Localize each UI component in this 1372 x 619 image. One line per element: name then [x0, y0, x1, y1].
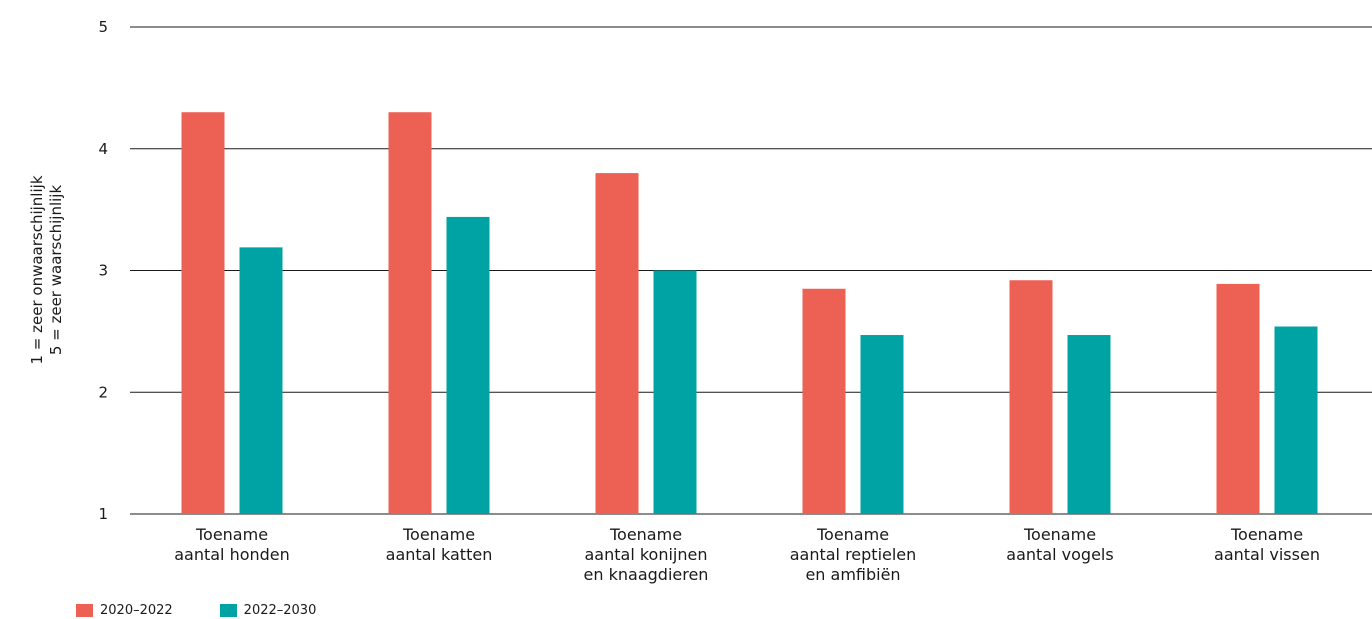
legend-item-series-2: 2022–2030: [219, 603, 317, 618]
y-tick-label-1: 1: [98, 505, 108, 523]
gridlines: [130, 26, 1372, 515]
legend-label-series-1: 2020–2022: [100, 603, 173, 618]
bar-series-1-category-1: [181, 112, 225, 514]
bar-series-1-category-3: [595, 173, 639, 514]
bar-series-1-category-6: [1216, 283, 1260, 514]
bars: [181, 112, 1318, 514]
y-tick-label-4: 4: [98, 140, 108, 158]
legend: 2020–2022 2022–2030: [76, 603, 316, 618]
bar-series-2-category-5: [1067, 335, 1111, 514]
x-category-label-6: Toename aantal vissen: [1214, 525, 1320, 564]
legend-swatch-series-2: [219, 604, 237, 617]
legend-swatch-series-1: [76, 604, 93, 617]
x-axis-labels: Toename aantal honden Toename aantal katten…: [174, 525, 1320, 584]
y-axis-title: 1 = zeer onwaarschijnlijk5 = zeer waarsc…: [28, 175, 65, 364]
x-category-label-2: Toename aantal katten: [386, 525, 493, 564]
bar-series-1-category-4: [802, 288, 846, 514]
x-category-label-1: Toename aantal honden: [174, 525, 290, 564]
bar-series-1-category-5: [1009, 280, 1053, 514]
legend-item-series-1: 2020–2022: [76, 603, 173, 618]
bar-series-2-category-2: [446, 216, 490, 514]
y-tick-label-3: 3: [98, 262, 108, 280]
x-category-label-4: Toename aantal reptielen en amfibiën: [790, 525, 917, 584]
bar-series-2-category-1: [239, 247, 283, 514]
y-tick-label-5: 5: [98, 18, 108, 36]
bar-series-1-category-2: [388, 112, 432, 514]
y-tick-label-2: 2: [98, 383, 108, 401]
legend-label-series-2: 2022–2030: [243, 603, 317, 618]
bar-series-2-category-6: [1274, 326, 1318, 514]
x-category-label-3: Toename aantal konijnen en knaagdieren: [584, 525, 709, 584]
bar-series-2-category-4: [860, 335, 904, 514]
y-axis-label: 1 = zeer onwaarschijnlijk5 = zeer waarsc…: [28, 175, 65, 364]
bar-series-2-category-3: [653, 270, 697, 514]
x-category-label-5: Toename aantal vogels: [1006, 525, 1113, 564]
y-axis-ticks: 1 2 3 4 5: [98, 18, 108, 523]
